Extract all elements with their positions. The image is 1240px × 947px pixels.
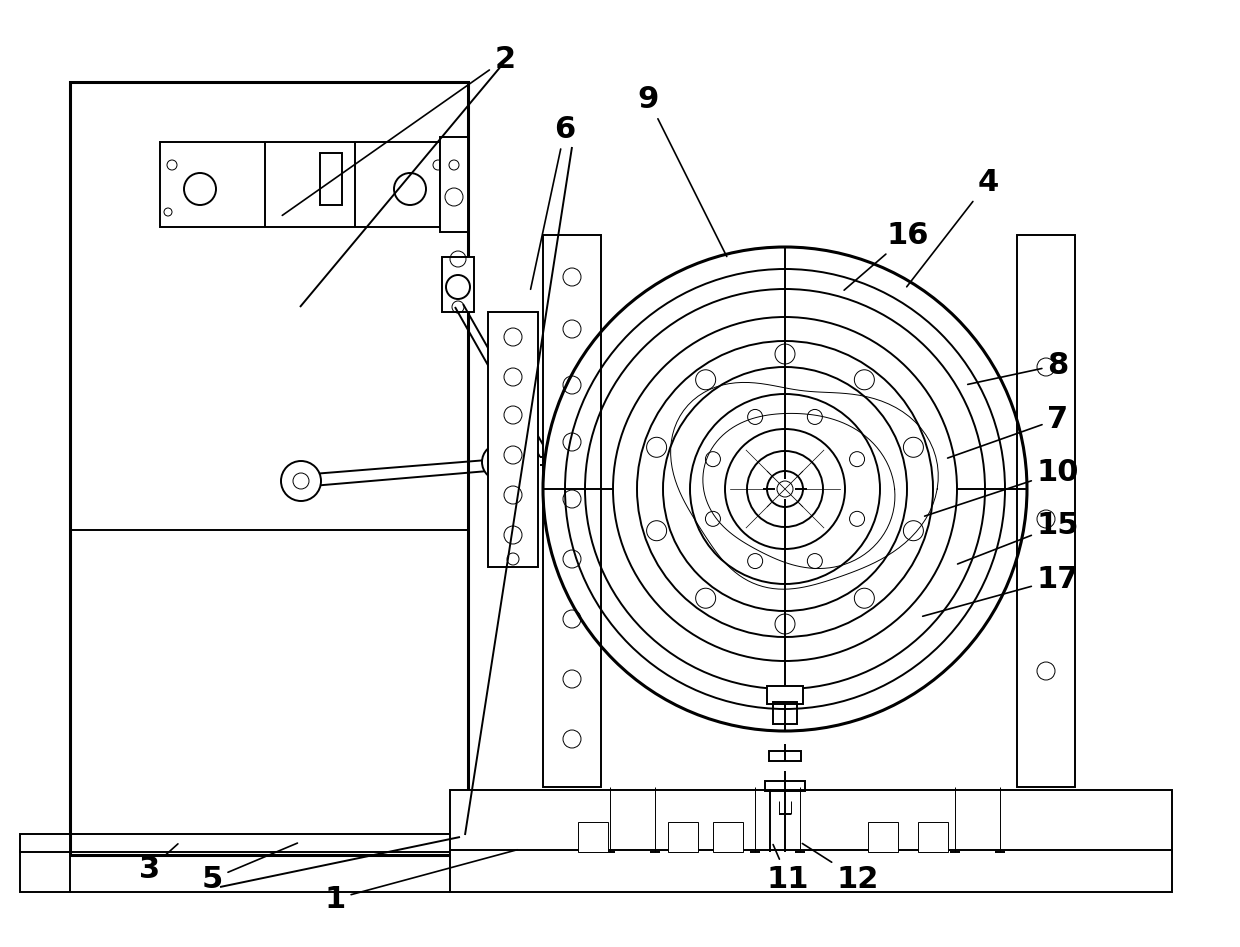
- Text: 5: 5: [201, 843, 298, 894]
- Text: 12: 12: [802, 844, 879, 894]
- Bar: [713, 822, 743, 852]
- Bar: [769, 751, 801, 761]
- Bar: [440, 137, 467, 232]
- Circle shape: [482, 444, 518, 480]
- Text: 2: 2: [283, 45, 516, 215]
- Bar: [450, 850, 1172, 892]
- Text: 11: 11: [766, 845, 810, 894]
- Bar: [668, 822, 698, 852]
- Bar: [773, 702, 797, 724]
- Text: 9: 9: [637, 84, 727, 257]
- Circle shape: [281, 461, 321, 501]
- Bar: [20, 834, 69, 852]
- Text: 17: 17: [923, 564, 1079, 616]
- Text: 6: 6: [531, 115, 575, 289]
- Bar: [320, 153, 342, 205]
- Text: 1: 1: [325, 849, 517, 914]
- Bar: [578, 822, 608, 852]
- Bar: [543, 235, 601, 787]
- Bar: [1017, 235, 1075, 787]
- Text: 3: 3: [139, 844, 177, 884]
- Bar: [768, 686, 804, 704]
- Bar: [918, 822, 949, 852]
- Bar: [20, 850, 69, 892]
- Text: 10: 10: [925, 457, 1079, 516]
- Bar: [450, 790, 1172, 852]
- Text: 7: 7: [947, 404, 1069, 458]
- Text: 16: 16: [844, 221, 929, 290]
- Text: 15: 15: [957, 510, 1079, 564]
- Bar: [441, 257, 474, 312]
- Bar: [489, 312, 538, 567]
- Text: 4: 4: [906, 168, 998, 287]
- Bar: [868, 822, 898, 852]
- Text: 8: 8: [967, 350, 1069, 384]
- Circle shape: [777, 481, 794, 497]
- Bar: [69, 82, 467, 855]
- Bar: [160, 142, 440, 227]
- Bar: [765, 781, 805, 791]
